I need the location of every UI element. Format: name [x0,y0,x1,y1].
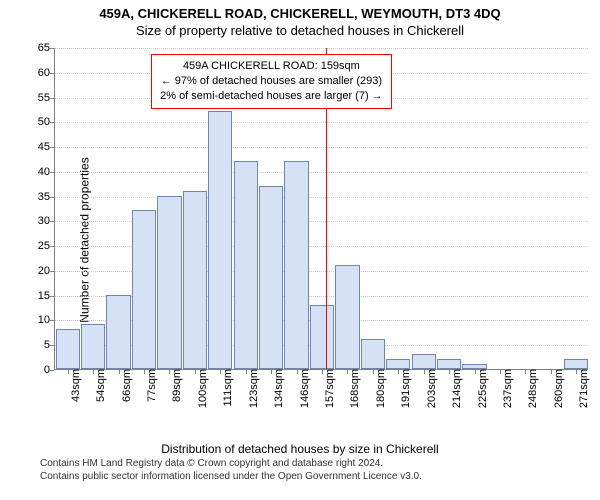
x-tick-mark [525,369,526,374]
bar [56,329,80,369]
x-tick-label: 54sqm [89,369,107,402]
y-tick-label: 60 [28,67,50,79]
y-tick-mark [50,122,54,123]
y-tick-mark [50,345,54,346]
annotation-line: ← 97% of detached houses are smaller (29… [160,74,383,89]
bar [437,359,461,369]
y-tick-label: 20 [28,265,50,277]
y-tick-label: 35 [28,191,50,203]
y-tick-mark [50,221,54,222]
page-title: 459A, CHICKERELL ROAD, CHICKERELL, WEYMO… [0,0,600,21]
bar [234,161,258,369]
x-tick-mark [475,369,476,374]
x-tick-label: 77sqm [140,369,158,402]
x-tick-mark [424,369,425,374]
bar [361,339,385,369]
footer-line-2: Contains public sector information licen… [40,471,590,484]
annotation-line: 2% of semi-detached houses are larger (7… [160,89,383,104]
x-tick-mark [398,369,399,374]
bar [106,295,130,369]
x-tick-label: 225sqm [471,369,489,408]
y-tick-mark [50,271,54,272]
x-tick-mark [169,369,170,374]
y-tick-label: 40 [28,166,50,178]
bar [412,354,436,369]
y-tick-mark [50,296,54,297]
x-axis-label: Distribution of detached houses by size … [0,440,600,456]
y-tick-label: 25 [28,240,50,252]
bar [183,191,207,369]
x-tick-mark [576,369,577,374]
y-tick-label: 10 [28,314,50,326]
x-tick-mark [119,369,120,374]
x-tick-mark [551,369,552,374]
y-tick-label: 45 [28,141,50,153]
x-tick-label: 146sqm [293,369,311,408]
x-tick-label: 180sqm [369,369,387,408]
y-tick-label: 55 [28,92,50,104]
x-tick-label: 248sqm [521,369,539,408]
x-tick-mark [297,369,298,374]
y-tick-mark [50,147,54,148]
y-tick-label: 5 [28,339,50,351]
x-tick-label: 66sqm [115,369,133,402]
y-tick-mark [50,197,54,198]
bar [259,186,283,369]
x-tick-mark [322,369,323,374]
bar [157,196,181,369]
y-tick-label: 50 [28,116,50,128]
x-tick-mark [246,369,247,374]
x-tick-mark [68,369,69,374]
page-subtitle: Size of property relative to detached ho… [0,21,600,40]
y-tick-mark [50,246,54,247]
x-tick-label: 111sqm [216,369,234,407]
x-tick-label: 214sqm [445,369,463,408]
x-tick-mark [373,369,374,374]
footer: Contains HM Land Registry data © Crown c… [0,456,600,483]
x-tick-label: 134sqm [267,369,285,408]
x-tick-label: 100sqm [191,369,209,408]
bar [564,359,588,369]
x-tick-label: 237sqm [496,369,514,408]
x-tick-label: 271sqm [572,369,590,408]
x-tick-label: 260sqm [547,369,565,408]
y-tick-label: 15 [28,290,50,302]
y-tick-label: 30 [28,215,50,227]
y-tick-mark [50,320,54,321]
bar [386,359,410,369]
x-tick-mark [144,369,145,374]
y-tick-mark [50,370,54,371]
chart-container: Number of detached properties 43sqm54sqm… [0,40,600,440]
x-tick-mark [500,369,501,374]
y-tick-mark [50,98,54,99]
y-tick-mark [50,172,54,173]
x-tick-mark [271,369,272,374]
y-tick-mark [50,73,54,74]
x-tick-label: 191sqm [394,369,412,408]
bar [335,265,359,369]
bar [284,161,308,369]
x-tick-mark [449,369,450,374]
footer-line-1: Contains HM Land Registry data © Crown c… [40,458,590,471]
plot-area: 43sqm54sqm66sqm77sqm89sqm100sqm111sqm123… [54,48,588,370]
bar [81,324,105,369]
x-tick-mark [195,369,196,374]
x-tick-mark [93,369,94,374]
x-tick-label: 89sqm [165,369,183,402]
bar [132,210,156,369]
x-tick-label: 123sqm [242,369,260,408]
y-tick-label: 65 [28,42,50,54]
y-tick-mark [50,48,54,49]
x-tick-mark [347,369,348,374]
x-tick-mark [220,369,221,374]
x-tick-label: 203sqm [420,369,438,408]
x-tick-label: 43sqm [64,369,82,402]
y-tick-label: 0 [28,364,50,376]
bar [208,111,232,369]
annotation-line: 459A CHICKERELL ROAD: 159sqm [160,59,383,74]
x-tick-label: 157sqm [318,369,336,408]
annotation-box: 459A CHICKERELL ROAD: 159sqm← 97% of det… [151,54,392,109]
x-tick-label: 168sqm [343,369,361,408]
bar [310,305,334,369]
